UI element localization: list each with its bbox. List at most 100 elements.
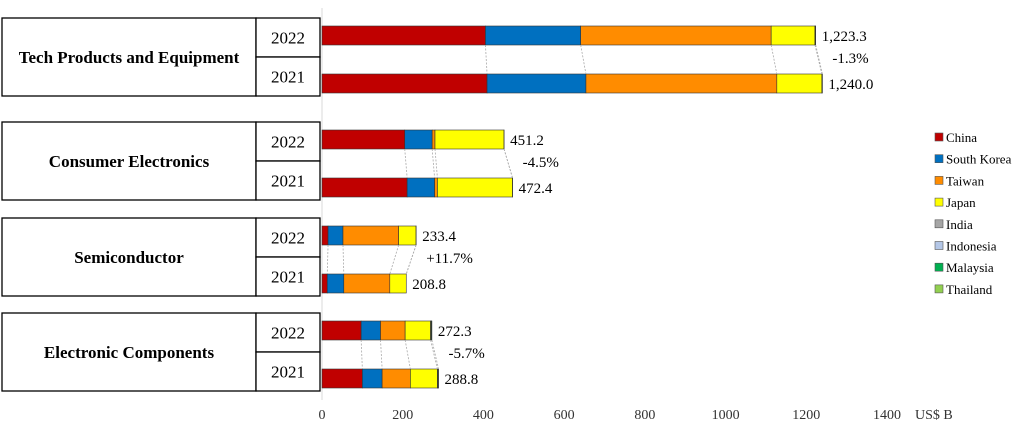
connector-line xyxy=(361,340,362,369)
bar-segment-china xyxy=(322,26,485,45)
connector-line xyxy=(343,245,344,274)
connector-line xyxy=(815,45,822,74)
category-label: Electronic Components xyxy=(44,343,215,362)
connector-line xyxy=(431,340,438,369)
change-label: -4.5% xyxy=(523,155,559,171)
legend-label: Malaysia xyxy=(946,260,994,275)
year-label: 2021 xyxy=(271,363,305,382)
connector-line xyxy=(435,149,437,178)
bar-segment-china xyxy=(322,321,361,340)
bar-segment-china xyxy=(322,274,327,293)
bar-segment-china xyxy=(322,178,407,197)
legend-label: Thailand xyxy=(946,282,993,297)
year-label: 2022 xyxy=(271,29,305,48)
connector-line xyxy=(405,340,410,369)
category-label: Semiconductor xyxy=(74,248,184,267)
legend-label: Japan xyxy=(946,195,976,210)
bar-segment-japan xyxy=(390,274,406,293)
legend-swatch xyxy=(935,155,943,163)
year-label: 2021 xyxy=(271,268,305,287)
bar-segment-south-korea xyxy=(361,321,380,340)
connector-line xyxy=(390,245,399,274)
legend-swatch xyxy=(935,242,943,250)
bar-segment-south-korea xyxy=(405,130,432,149)
x-axis-label: US$ B xyxy=(915,408,953,423)
bar-segment-taiwan xyxy=(344,274,390,293)
connector-line xyxy=(381,340,383,369)
bar-segment-japan xyxy=(405,321,430,340)
x-tick-label: 400 xyxy=(473,408,494,423)
total-label: 272.3 xyxy=(438,324,472,340)
connector-line xyxy=(432,149,434,178)
bar-segment-south-korea xyxy=(362,369,382,388)
bar-segment-south-korea xyxy=(328,226,343,245)
year-label: 2022 xyxy=(271,133,305,152)
bar-segment-taiwan xyxy=(382,369,410,388)
legend-label: Indonesia xyxy=(946,239,997,254)
total-label: 451.2 xyxy=(510,133,544,149)
x-tick-label: 600 xyxy=(554,408,575,423)
change-label: -5.7% xyxy=(449,346,485,362)
legend-label: Taiwan xyxy=(946,173,985,188)
category-label: Tech Products and Equipment xyxy=(19,48,240,67)
x-tick-label: 1000 xyxy=(712,408,740,423)
connector-line xyxy=(581,45,586,74)
bar-segment-taiwan xyxy=(586,74,777,93)
bar-segment-taiwan xyxy=(432,130,435,149)
x-tick-label: 200 xyxy=(392,408,413,423)
connector-line xyxy=(771,45,777,74)
connector-line xyxy=(406,245,416,274)
bar-segment-south-korea xyxy=(407,178,434,197)
bar-segment-china xyxy=(322,74,487,93)
total-label: 288.8 xyxy=(445,372,479,388)
bar-segment-japan xyxy=(777,74,822,93)
legend-swatch xyxy=(935,198,943,206)
x-tick-label: 0 xyxy=(319,408,326,423)
bar-segment-china xyxy=(322,369,362,388)
connector-line xyxy=(504,149,513,178)
connector-line xyxy=(816,45,823,74)
legend-label: India xyxy=(946,217,973,232)
bar-segment-japan xyxy=(435,130,504,149)
bar-segment-south-korea xyxy=(487,74,586,93)
year-label: 2021 xyxy=(271,68,305,87)
change-label: +11.7% xyxy=(426,251,473,267)
bar-segment-china xyxy=(322,226,328,245)
connector-line xyxy=(405,149,407,178)
bar-segment-taiwan xyxy=(581,26,771,45)
legend-label: China xyxy=(946,130,977,145)
category-label: Consumer Electronics xyxy=(49,152,210,171)
connector-line xyxy=(327,245,328,274)
bar-segment-south-korea xyxy=(327,274,344,293)
total-label: 1,240.0 xyxy=(828,77,873,93)
total-label: 472.4 xyxy=(519,181,553,197)
legend-label: South Korea xyxy=(946,152,1012,167)
x-tick-label: 1400 xyxy=(873,408,901,423)
bar-segment-japan xyxy=(437,178,512,197)
legend-swatch xyxy=(935,133,943,141)
bar-segment-japan xyxy=(410,369,437,388)
year-label: 2021 xyxy=(271,172,305,191)
total-label: 1,223.3 xyxy=(822,29,867,45)
year-label: 2022 xyxy=(271,324,305,343)
total-label: 208.8 xyxy=(412,277,446,293)
bar-segment-china xyxy=(322,130,405,149)
bar-segment-south-korea xyxy=(485,26,580,45)
bar-segment-taiwan xyxy=(381,321,406,340)
x-tick-label: 1200 xyxy=(792,408,820,423)
bar-segment-japan xyxy=(771,26,815,45)
total-label: 233.4 xyxy=(422,229,456,245)
legend-swatch xyxy=(935,285,943,293)
connector-line xyxy=(432,340,439,369)
x-tick-label: 800 xyxy=(634,408,655,423)
legend-swatch xyxy=(935,176,943,184)
legend-swatch xyxy=(935,263,943,271)
bar-segment-taiwan xyxy=(435,178,438,197)
bar-segment-taiwan xyxy=(343,226,399,245)
bar-segment-japan xyxy=(399,226,416,245)
legend-swatch xyxy=(935,220,943,228)
year-label: 2022 xyxy=(271,229,305,248)
change-label: -1.3% xyxy=(832,51,868,67)
connector-line xyxy=(485,45,487,74)
